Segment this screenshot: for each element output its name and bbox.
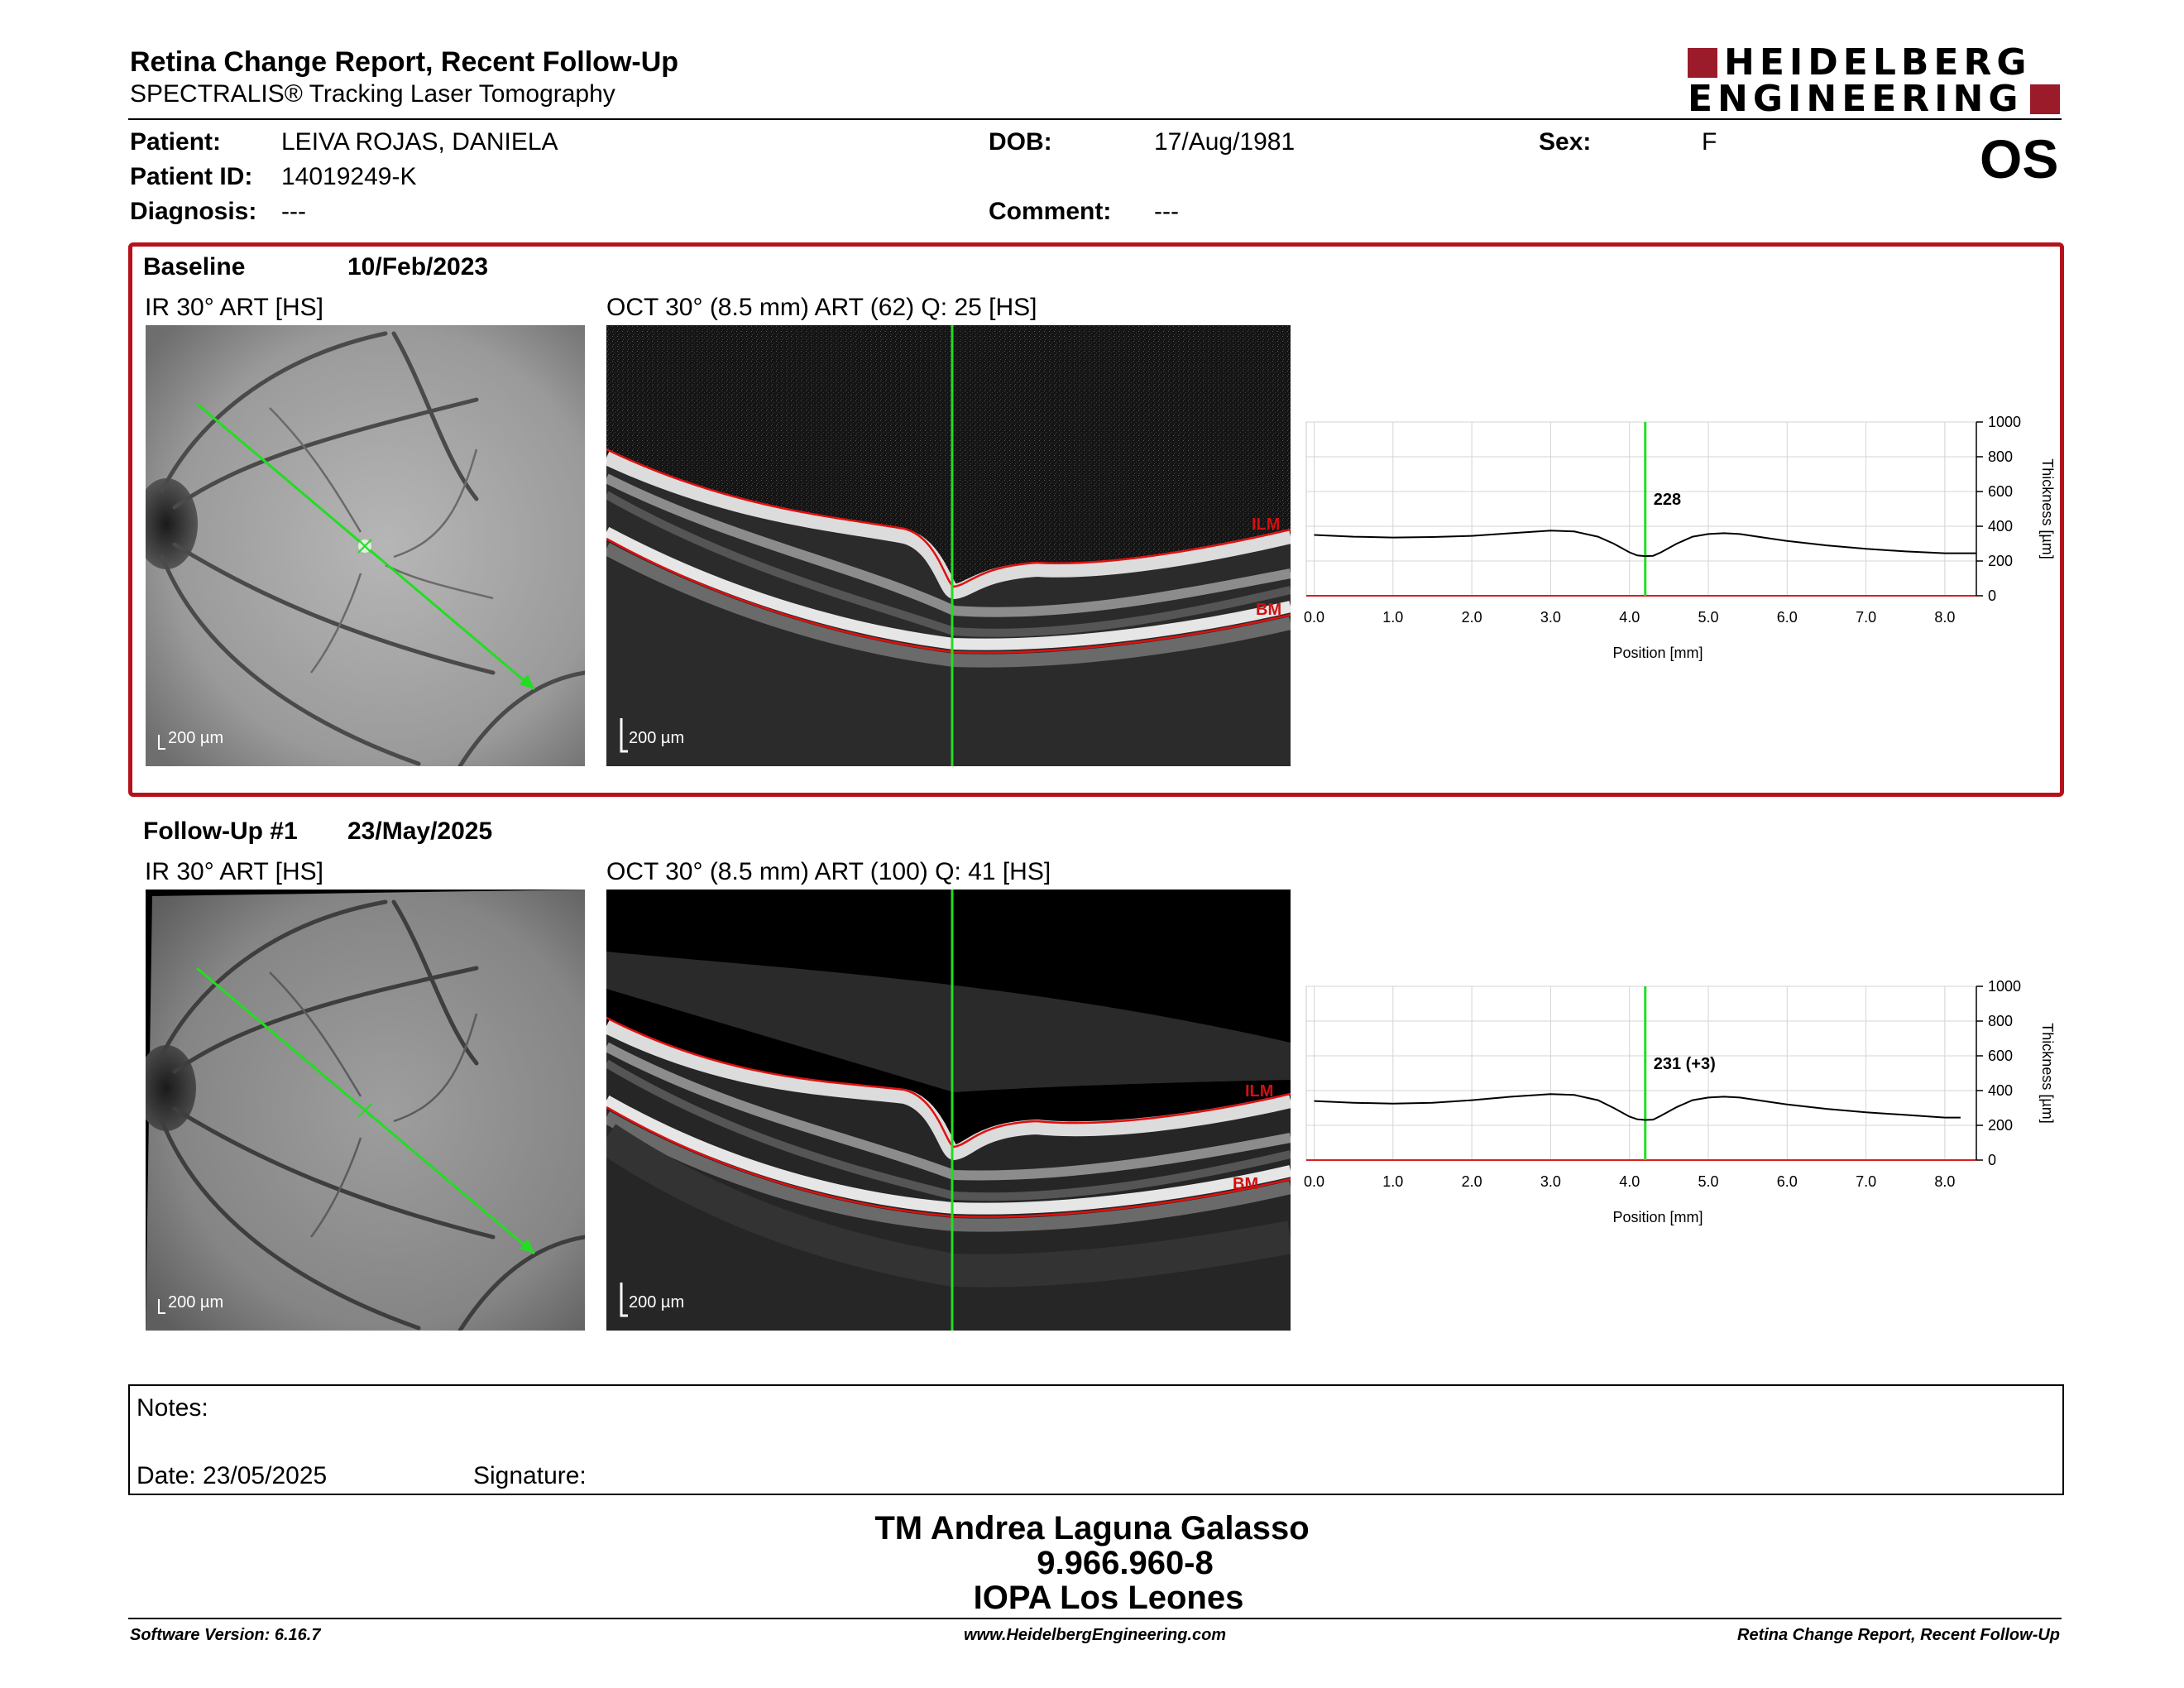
chart-ylabel: Thickness [µm] xyxy=(2039,1023,2056,1123)
chart-marker-label: 228 xyxy=(1654,491,1681,509)
diagnosis-value: --- xyxy=(281,198,306,225)
chart-xtick-label: 2.0 xyxy=(1462,609,1482,626)
followup-ir-scale: 200 µm xyxy=(168,1293,224,1312)
followup-oct-caption: OCT 30° (8.5 mm) ART (100) Q: 41 [HS] xyxy=(606,858,1051,885)
chart-ytick-label: 600 xyxy=(1988,1048,2013,1064)
chart-xtick-label: 1.0 xyxy=(1382,1173,1403,1190)
footer-url[interactable]: www.HeidelbergEngineering.com xyxy=(964,1626,1227,1644)
baseline-ir-image: 200 µm xyxy=(146,325,585,766)
chart-ytick-label: 1000 xyxy=(1988,414,2021,430)
logo-square-top xyxy=(1688,48,1717,78)
baseline-panel xyxy=(128,242,2064,797)
chart-ytick-label: 0 xyxy=(1988,1152,1996,1168)
chart-xlabel: Position [mm] xyxy=(1612,645,1703,661)
chart-ytick-label: 800 xyxy=(1988,448,2013,465)
report-subtitle: SPECTRALIS® Tracking Laser Tomography xyxy=(130,80,615,108)
signatory-id: 9.966.960-8 xyxy=(1037,1545,1214,1581)
chart-xtick-label: 7.0 xyxy=(1856,1173,1876,1190)
signature-label: Signature: xyxy=(473,1462,587,1489)
patient-id: 14019249-K xyxy=(281,163,417,190)
chart-xtick-label: 0.0 xyxy=(1304,609,1324,626)
baseline-label: Baseline xyxy=(143,253,246,281)
chart-xtick-label: 1.0 xyxy=(1382,609,1403,626)
logo-line-2: ENGINEERING xyxy=(1688,78,2024,120)
chart-ytick-label: 1000 xyxy=(1988,978,2021,995)
baseline-oct-image: ILM BM 200 µm xyxy=(606,325,1291,766)
chart-xtick-label: 6.0 xyxy=(1777,1173,1798,1190)
notes-box[interactable]: Notes: Date: 23/05/2025 Signature: xyxy=(128,1384,2064,1495)
chart-thickness-line xyxy=(1314,530,1976,558)
dob-value: 17/Aug/1981 xyxy=(1154,128,1296,156)
footer-version: Software Version: 6.16.7 xyxy=(130,1626,321,1644)
patient-name: LEIVA ROJAS, DANIELA xyxy=(281,128,558,156)
chart-ytick-label: 400 xyxy=(1988,518,2013,535)
baseline-ilm-label: ILM xyxy=(1252,516,1281,534)
chart-xtick-label: 4.0 xyxy=(1619,609,1640,626)
chart-xtick-label: 3.0 xyxy=(1540,609,1561,626)
diagnosis-label: Diagnosis: xyxy=(130,198,257,225)
chart-xtick-label: 3.0 xyxy=(1540,1173,1561,1190)
baseline-oct-scale: 200 µm xyxy=(629,729,685,747)
chart-marker-label: 231 (+3) xyxy=(1654,1055,1716,1073)
followup-ir-image: 200 µm xyxy=(146,890,585,1331)
chart-xtick-label: 0.0 xyxy=(1304,1173,1324,1190)
eye-indicator: OS xyxy=(1980,128,2059,189)
patient-id-label: Patient ID: xyxy=(130,163,253,190)
footer-report: Retina Change Report, Recent Follow-Up xyxy=(1737,1626,2061,1644)
report-title: Retina Change Report, Recent Follow-Up xyxy=(130,46,679,78)
chart-ytick-label: 400 xyxy=(1988,1082,2013,1099)
chart-thickness-line xyxy=(1314,1093,1961,1121)
followup-thickness-chart: 0 200 400 600 800 1000 0.0 1.0 2.0 3.0 4.0 5.0 6.0 7.… xyxy=(1304,978,2056,1225)
chart-xtick-label: 8.0 xyxy=(1934,1173,1955,1190)
chart-ytick-label: 600 xyxy=(1988,483,2013,500)
notes-date: Date: 23/05/2025 xyxy=(136,1462,328,1489)
baseline-thickness-chart: 0 200 400 600 800 1000 0.0 1.0 2.0 3.0 4.0 5.0 6.0 7.… xyxy=(1304,414,2056,661)
baseline-ir-caption: IR 30° ART [HS] xyxy=(145,294,323,321)
chart-xtick-label: 7.0 xyxy=(1856,609,1876,626)
followup-oct-scale: 200 µm xyxy=(629,1293,685,1312)
chart-xlabel: Position [mm] xyxy=(1612,1209,1703,1225)
baseline-oct-caption: OCT 30° (8.5 mm) ART (62) Q: 25 [HS] xyxy=(606,294,1037,321)
chart-plot-area xyxy=(1305,985,1977,1161)
followup-bm-label: BM xyxy=(1233,1175,1259,1193)
sex-label: Sex: xyxy=(1539,128,1592,156)
followup-ilm-label: ILM xyxy=(1245,1082,1274,1101)
followup-date: 23/May/2025 xyxy=(347,818,493,845)
header-divider xyxy=(128,118,2062,120)
chart-ylabel: Thickness [µm] xyxy=(2039,458,2056,559)
baseline-date: 10/Feb/2023 xyxy=(347,253,489,281)
logo-line-1: HEIDELBERG xyxy=(1724,41,2032,84)
signatory-place: IOPA Los Leones xyxy=(973,1580,1244,1616)
followup-label: Follow-Up #1 xyxy=(143,818,298,845)
chart-ytick-label: 200 xyxy=(1988,1117,2013,1134)
chart-xtick-label: 8.0 xyxy=(1934,609,1955,626)
chart-xtick-label: 5.0 xyxy=(1698,609,1718,626)
baseline-bm-label: BM xyxy=(1256,601,1282,619)
logo-square-bottom xyxy=(2030,84,2060,114)
notes-label: Notes: xyxy=(136,1394,208,1422)
signatory-name: TM Andrea Laguna Galasso xyxy=(874,1510,1310,1547)
comment-value: --- xyxy=(1154,198,1179,225)
chart-xtick-label: 6.0 xyxy=(1777,609,1798,626)
comment-label: Comment: xyxy=(989,198,1112,225)
chart-xtick-label: 4.0 xyxy=(1619,1173,1640,1190)
footer-divider xyxy=(128,1618,2062,1619)
chart-xtick-label: 5.0 xyxy=(1698,1173,1718,1190)
sex-value: F xyxy=(1702,128,1717,156)
chart-ytick-label: 200 xyxy=(1988,553,2013,569)
followup-ir-caption: IR 30° ART [HS] xyxy=(145,858,323,885)
patient-label: Patient: xyxy=(130,128,222,156)
chart-ytick-label: 800 xyxy=(1988,1013,2013,1029)
followup-oct-image: ILM BM 200 µm xyxy=(606,890,1291,1331)
chart-xtick-label: 2.0 xyxy=(1462,1173,1482,1190)
chart-plot-area xyxy=(1305,421,1977,597)
baseline-ir-scale: 200 µm xyxy=(168,729,224,747)
chart-ytick-label: 0 xyxy=(1988,587,1996,604)
dob-label: DOB: xyxy=(989,128,1052,156)
